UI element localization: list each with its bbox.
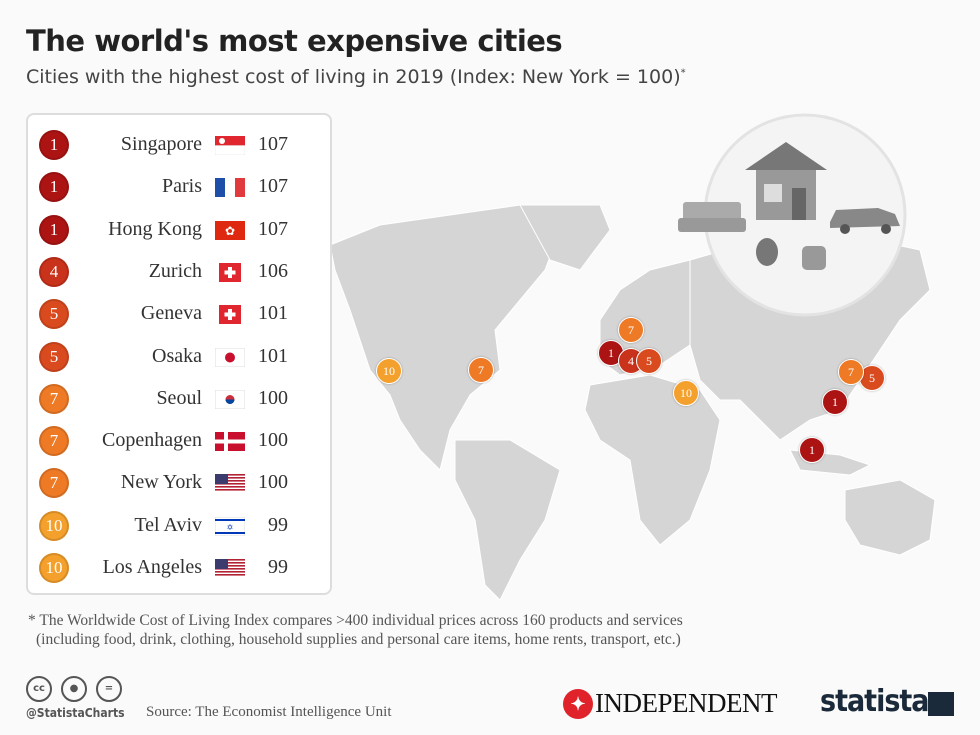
index-value: 100 [258, 429, 288, 452]
index-value: 107 [258, 175, 288, 198]
index-value: 100 [258, 386, 288, 409]
switzerland-flag-icon [219, 305, 241, 325]
map-marker-los-angeles: 10 [376, 358, 402, 384]
map-marker-tel-aviv: 10 [673, 380, 699, 406]
city-name: Hong Kong [108, 217, 202, 240]
rank-badge: 5 [39, 299, 69, 330]
city-name: Zurich [148, 259, 202, 282]
usa-flag-icon [215, 559, 245, 578]
svg-text:✡: ✡ [227, 523, 234, 532]
city-name: Osaka [152, 344, 202, 367]
independent-logo: ✦ INDEPENDENT [563, 688, 777, 719]
index-value: 99 [268, 513, 288, 536]
france-flag-icon [215, 178, 245, 198]
hong-kong-flag-icon: ✿ [215, 220, 245, 240]
rank-badge: 1 [39, 130, 69, 160]
singapore-flag-icon [215, 136, 245, 155]
footnote-line-1: * The Worldwide Cost of Living Index com… [28, 612, 683, 629]
switzerland-flag-icon [219, 262, 241, 282]
rank-badge: 7 [39, 426, 69, 457]
rank-badge: 7 [39, 468, 69, 499]
index-value: 107 [258, 133, 288, 155]
rank-badge: 1 [39, 214, 69, 245]
south-america [454, 439, 561, 601]
city-name: Seoul [156, 386, 202, 409]
index-value: 100 [258, 471, 288, 494]
list-item: 7 Copenhagen 100 [28, 423, 328, 459]
bread-icon [802, 246, 826, 270]
map-marker-new-york: 7 [468, 357, 494, 383]
africa [584, 374, 721, 546]
australia [844, 479, 936, 556]
greenland [519, 204, 611, 271]
city-name: Singapore [120, 133, 202, 155]
independent-text: INDEPENDENT [595, 688, 777, 718]
map-marker-hong-kong: 1 [822, 389, 848, 415]
north-america [329, 204, 561, 471]
list-item: 10 Tel Aviv ✡ 99 [28, 508, 328, 544]
list-item: 7 New York 100 [28, 465, 328, 501]
list-item: 4 Zurich 106 [28, 254, 328, 290]
index-value: 99 [268, 556, 288, 578]
rank-badge: 5 [39, 341, 69, 372]
index-value: 107 [258, 217, 288, 240]
footnote-mark: * [680, 67, 686, 79]
chart-title: The world's most expensive cities [26, 24, 563, 58]
list-item: 5 Osaka 101 [28, 339, 328, 375]
source: Source: The Economist Intelligence Unit [146, 704, 392, 720]
house-icon [745, 142, 827, 220]
city-name: Paris [162, 175, 202, 198]
rank-badge: 10 [39, 553, 69, 583]
map-marker-singapore: 1 [799, 437, 825, 463]
svg-text:✿: ✿ [225, 224, 235, 238]
japan-flag-icon [215, 347, 245, 367]
list-item: 10 Los Angeles 99 [28, 550, 328, 586]
south-korea-flag-icon [215, 389, 245, 409]
statista-handle: @StatistaCharts [26, 706, 125, 720]
map-marker-seoul: 7 [838, 359, 864, 385]
map-marker-geneva: 5 [636, 348, 662, 374]
rank-badge: 10 [39, 510, 69, 541]
eagle-icon: ✦ [563, 688, 593, 719]
sofa-icon [678, 202, 746, 232]
rank-badge: 7 [39, 383, 69, 414]
city-name: Copenhagen [102, 429, 202, 452]
usa-flag-icon [215, 474, 245, 494]
list-item: 7 Seoul 100 [28, 381, 328, 417]
subtitle-text: Cities with the highest cost of living i… [26, 66, 681, 88]
statista-logo: statista [820, 684, 930, 719]
map-marker-copenhagen: 7 [618, 317, 644, 343]
attribution-icon: ● [61, 676, 87, 702]
city-name: Geneva [140, 302, 202, 325]
chart-subtitle: Cities with the highest cost of living i… [26, 66, 686, 88]
list-item: 1 Hong Kong ✿ 107 [28, 212, 328, 248]
cc-icon: cc [26, 676, 52, 702]
list-item: 5 Geneva 101 [28, 296, 328, 332]
city-name: New York [120, 471, 202, 494]
city-name: Los Angeles [102, 556, 202, 578]
index-value: 106 [258, 259, 288, 282]
list-item: 1 Singapore 107 [28, 127, 328, 163]
statista-icon [928, 692, 954, 716]
bag-icon [756, 238, 778, 266]
car-icon [830, 208, 900, 234]
index-value: 101 [258, 302, 288, 325]
list-item: 1 Paris 107 [28, 169, 328, 205]
rank-badge: 1 [39, 172, 69, 203]
ranking-list: 1 Singapore 107 1 Paris 107 1 Hong Kong ✿ 107 4 Zur… [26, 113, 332, 595]
israel-flag-icon: ✡ [215, 516, 245, 536]
city-name: Tel Aviv [134, 513, 202, 536]
denmark-flag-icon [215, 432, 245, 452]
no-derivatives-icon: = [96, 676, 122, 702]
footnote: * The Worldwide Cost of Living Index com… [28, 611, 683, 649]
index-value: 101 [258, 344, 288, 367]
rank-badge: 4 [39, 256, 69, 287]
footnote-line-2: (including food, drink, clothing, househ… [36, 631, 681, 648]
